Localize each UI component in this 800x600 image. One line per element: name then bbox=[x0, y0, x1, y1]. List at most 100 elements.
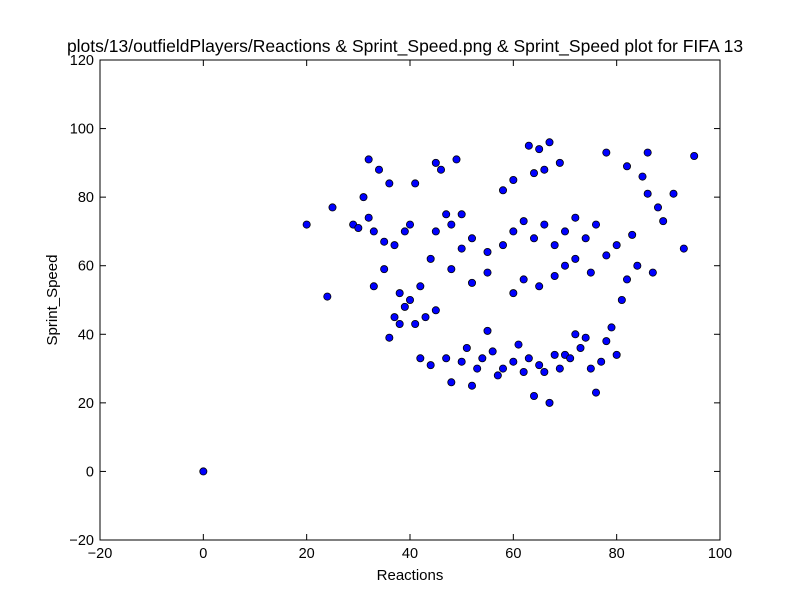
data-point bbox=[442, 210, 451, 219]
data-point bbox=[602, 337, 611, 346]
data-point bbox=[669, 189, 678, 198]
y-tick-label: 40 bbox=[78, 327, 94, 343]
data-point bbox=[545, 398, 554, 407]
data-point bbox=[690, 151, 699, 160]
data-point bbox=[473, 364, 482, 373]
data-point bbox=[509, 289, 518, 298]
data-point bbox=[421, 313, 430, 322]
data-point bbox=[457, 210, 466, 219]
data-point bbox=[535, 361, 544, 370]
data-point bbox=[530, 391, 539, 400]
data-point bbox=[561, 261, 570, 270]
data-point bbox=[519, 367, 528, 376]
data-point bbox=[633, 261, 642, 270]
x-tick-label: 0 bbox=[199, 546, 207, 562]
data-point bbox=[478, 354, 487, 363]
data-point bbox=[509, 175, 518, 184]
data-point bbox=[612, 350, 621, 359]
data-point bbox=[302, 220, 311, 229]
data-point bbox=[592, 220, 601, 229]
data-point bbox=[612, 241, 621, 250]
data-point bbox=[467, 381, 476, 390]
data-point bbox=[405, 295, 414, 304]
data-point bbox=[571, 213, 580, 222]
x-tick-label: 100 bbox=[708, 546, 732, 562]
x-tick-label: 60 bbox=[505, 546, 521, 562]
data-point bbox=[659, 217, 668, 226]
y-tick-label: 100 bbox=[70, 122, 94, 138]
data-point bbox=[576, 343, 585, 352]
data-point bbox=[328, 203, 337, 212]
data-point bbox=[555, 158, 564, 167]
data-point bbox=[648, 268, 657, 277]
data-point bbox=[597, 357, 606, 366]
data-point bbox=[431, 306, 440, 315]
data-point bbox=[364, 155, 373, 164]
data-point bbox=[199, 467, 208, 476]
y-tick-label: 0 bbox=[86, 464, 94, 480]
data-point bbox=[524, 354, 533, 363]
data-point bbox=[561, 227, 570, 236]
data-point bbox=[535, 145, 544, 154]
data-point bbox=[354, 223, 363, 232]
data-point bbox=[452, 155, 461, 164]
data-point bbox=[509, 357, 518, 366]
data-point bbox=[581, 333, 590, 342]
data-point bbox=[462, 343, 471, 352]
data-point bbox=[416, 282, 425, 291]
data-point bbox=[586, 364, 595, 373]
data-point bbox=[426, 361, 435, 370]
data-point bbox=[447, 378, 456, 387]
data-point bbox=[581, 234, 590, 243]
data-point bbox=[643, 189, 652, 198]
data-point bbox=[643, 148, 652, 157]
y-tick-label: 120 bbox=[70, 53, 94, 69]
y-axis-label: Sprint_Speed bbox=[44, 255, 61, 346]
y-tick-label: −20 bbox=[69, 533, 94, 549]
data-point bbox=[566, 354, 575, 363]
chart-title: plots/13/outfieldPlayers/Reactions & Spr… bbox=[67, 36, 743, 57]
data-point bbox=[540, 367, 549, 376]
data-point bbox=[323, 292, 332, 301]
data-point bbox=[571, 330, 580, 339]
x-tick-label: 80 bbox=[609, 546, 625, 562]
data-point bbox=[550, 271, 559, 280]
data-point bbox=[498, 241, 507, 250]
data-point bbox=[638, 172, 647, 181]
data-point bbox=[457, 357, 466, 366]
data-point bbox=[385, 179, 394, 188]
data-point bbox=[535, 282, 544, 291]
data-point bbox=[679, 244, 688, 253]
data-point bbox=[359, 193, 368, 202]
y-tick-label: 60 bbox=[78, 259, 94, 275]
x-tick-label: −20 bbox=[88, 546, 113, 562]
x-axis-label: Reactions bbox=[377, 567, 444, 584]
data-point bbox=[617, 295, 626, 304]
data-point bbox=[467, 234, 476, 243]
data-point bbox=[514, 340, 523, 349]
data-point bbox=[447, 220, 456, 229]
data-point bbox=[654, 203, 663, 212]
data-point bbox=[385, 333, 394, 342]
data-point bbox=[540, 220, 549, 229]
data-point bbox=[550, 241, 559, 250]
data-point bbox=[442, 354, 451, 363]
data-point bbox=[483, 247, 492, 256]
data-point bbox=[390, 313, 399, 322]
data-point bbox=[555, 364, 564, 373]
data-point bbox=[628, 230, 637, 239]
data-point bbox=[369, 227, 378, 236]
y-tick-label: 20 bbox=[78, 396, 94, 412]
data-point bbox=[498, 364, 507, 373]
data-point bbox=[530, 169, 539, 178]
data-point bbox=[457, 244, 466, 253]
data-point bbox=[519, 217, 528, 226]
points-layer bbox=[199, 138, 699, 476]
data-point bbox=[483, 268, 492, 277]
x-tick-label: 20 bbox=[299, 546, 315, 562]
data-point bbox=[416, 354, 425, 363]
data-point bbox=[395, 289, 404, 298]
data-point bbox=[395, 319, 404, 328]
